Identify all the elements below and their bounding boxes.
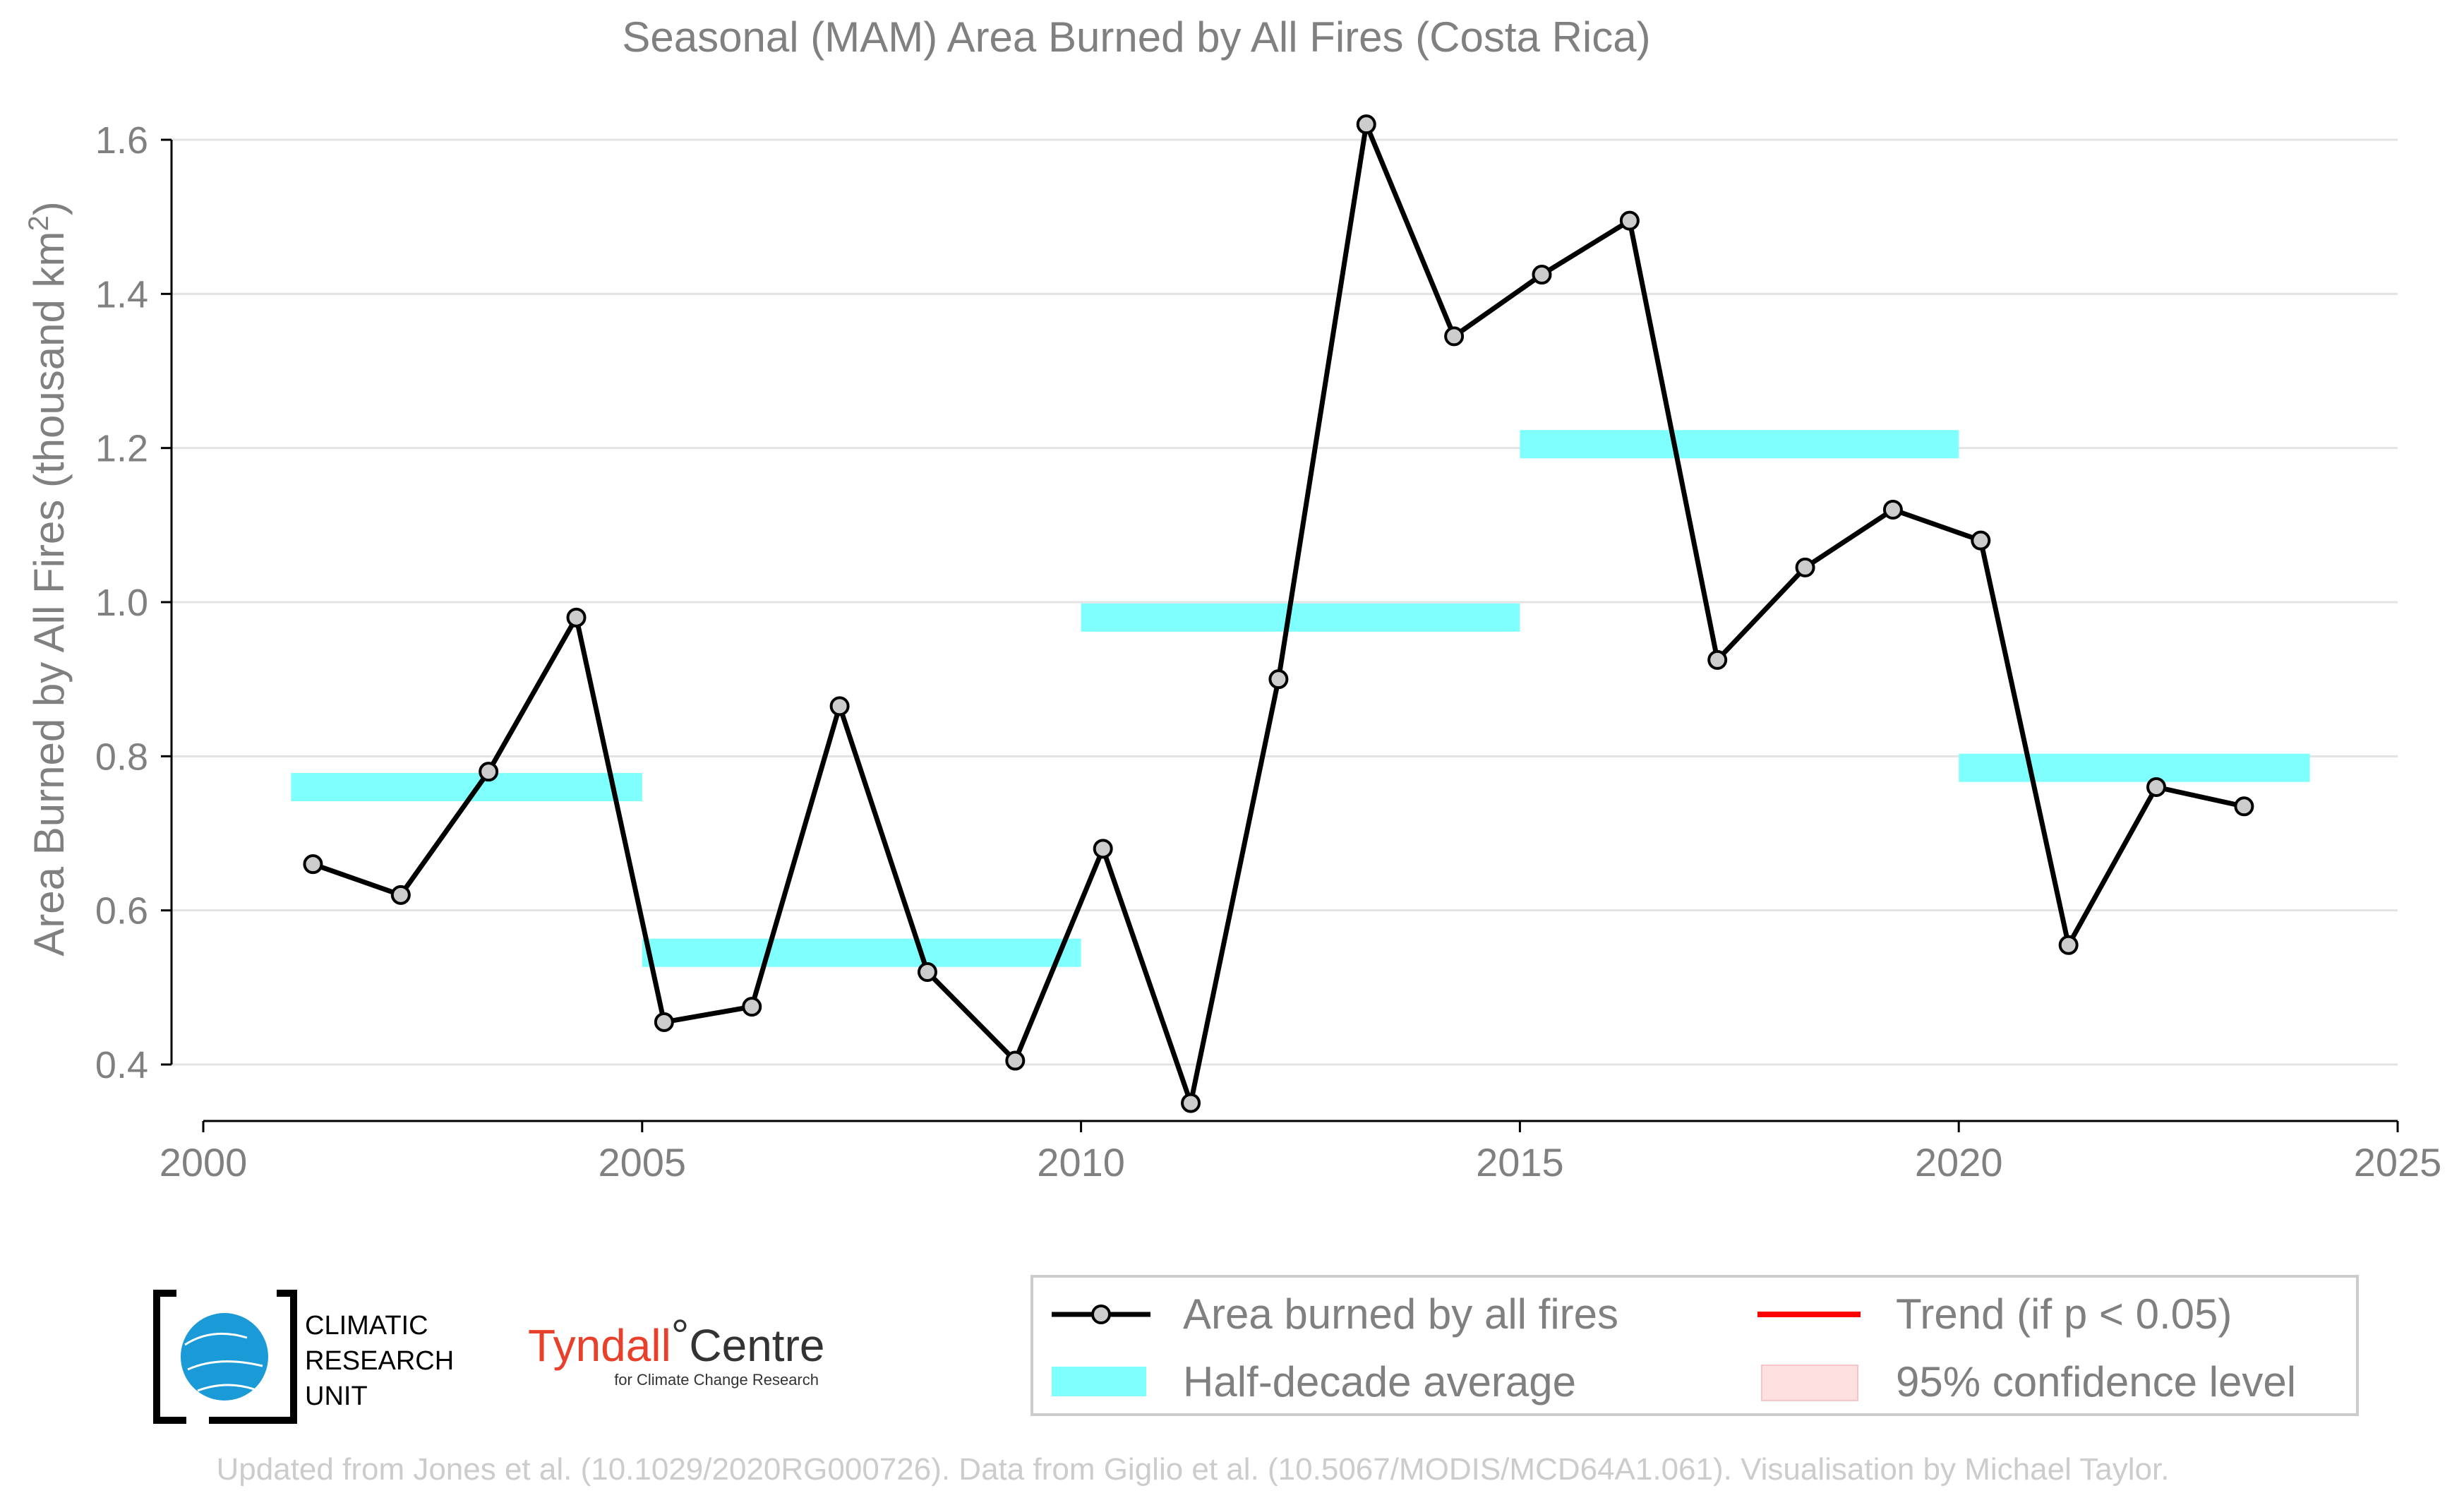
- tyndall-main: Tyndall: [528, 1320, 671, 1371]
- y-axis-label-main: Area Burned by All Fires (thousand km: [25, 232, 73, 957]
- gridlines: [172, 138, 2398, 1066]
- svg-text:Tyndall°Centre: Tyndall°Centre: [528, 1310, 824, 1371]
- y-axis: 0.4 0.6 0.8 1.0 1.2 1.4 1.6: [95, 119, 173, 1086]
- data-point: [2058, 935, 2079, 955]
- data-point: [917, 962, 937, 982]
- footer-credit: Updated from Jones et al. (10.1029/2020R…: [217, 1452, 2170, 1487]
- cru-line-3: UNIT: [305, 1381, 368, 1411]
- cru-bracket-left: [153, 1290, 186, 1424]
- half-decade-bar: [1081, 603, 1520, 632]
- data-point: [1268, 669, 1289, 690]
- half-decade-bar: [291, 773, 642, 801]
- half-decade-bar: [642, 938, 1081, 967]
- cru-line-2: RESEARCH: [305, 1346, 454, 1376]
- y-axis-label: Area Burned by All Fires (thousand km2): [23, 201, 73, 956]
- legend-label-confidence: 95% confidence level: [1896, 1358, 2296, 1405]
- cru-bracket-right: [209, 1290, 297, 1424]
- tyndall-centre: Centre: [689, 1320, 824, 1371]
- series-area-burned: [303, 114, 2254, 1113]
- legend-box: [1030, 1275, 2359, 1416]
- tyndall-degree: °: [671, 1310, 690, 1361]
- data-point: [742, 997, 762, 1017]
- legend-swatch-confidence: [1761, 1365, 1858, 1401]
- x-tick-label: 2020: [1915, 1140, 2003, 1185]
- data-point: [1093, 839, 1113, 859]
- cru-logo: CLIMATIC RESEARCH UNIT: [153, 1290, 454, 1424]
- y-tick-label: 0.4: [95, 1044, 148, 1086]
- y-tick-label: 1.0: [95, 582, 148, 624]
- y-tick-label: 1.4: [95, 273, 148, 316]
- data-point: [829, 696, 850, 716]
- data-point: [654, 1012, 674, 1032]
- data-point: [2234, 796, 2254, 817]
- x-tick-label: 2005: [599, 1140, 687, 1185]
- legend-swatch-half-decade: [1052, 1367, 1146, 1396]
- tyndall-logo: Tyndall°Centre for Climate Change Resear…: [528, 1310, 824, 1389]
- tyndall-sub: for Climate Change Research: [614, 1371, 819, 1389]
- globe-swirl: [184, 1332, 263, 1392]
- chart-title: Seasonal (MAM) Area Burned by All Fires …: [622, 13, 1650, 61]
- y-tick-label: 0.6: [95, 890, 148, 933]
- y-axis-label-close: ): [25, 201, 73, 215]
- y-tick-label: 1.2: [95, 428, 148, 470]
- legend-label-area-burned: Area burned by all fires: [1183, 1290, 1618, 1338]
- y-axis-label-sup: 2: [23, 215, 54, 231]
- x-tick-label: 2025: [2354, 1140, 2442, 1185]
- x-axis: 2000 2005 2010 2015 2020 2025: [160, 1120, 2442, 1185]
- data-point: [1532, 265, 1552, 285]
- legend-marker-area-burned: [1091, 1305, 1111, 1324]
- data-point: [479, 762, 499, 782]
- data-point: [2146, 777, 2167, 797]
- data-point: [1181, 1093, 1201, 1113]
- half-decade-bar: [1520, 430, 1959, 459]
- y-tick-label: 0.8: [95, 736, 148, 778]
- legend-label-trend: Trend (if p < 0.05): [1896, 1290, 2232, 1338]
- y-tick-label: 1.6: [95, 119, 148, 162]
- data-point: [1795, 557, 1815, 577]
- globe-icon: [181, 1313, 268, 1401]
- x-tick-label: 2015: [1476, 1140, 1564, 1185]
- legend-label-half-decade: Half-decade average: [1183, 1358, 1576, 1405]
- data-point: [390, 885, 411, 905]
- data-point: [566, 607, 587, 628]
- data-point: [1444, 326, 1465, 347]
- data-point: [1356, 114, 1376, 135]
- half-decade-bands: [291, 430, 2310, 967]
- half-decade-bar: [1959, 753, 2310, 782]
- cru-line-1: CLIMATIC: [305, 1311, 428, 1341]
- x-tick-label: 2000: [160, 1140, 248, 1185]
- x-tick-label: 2010: [1037, 1140, 1125, 1185]
- data-point: [1707, 649, 1728, 670]
- data-point: [1619, 210, 1640, 231]
- data-point: [1882, 500, 1903, 520]
- data-point: [303, 854, 323, 875]
- data-point: [1005, 1050, 1026, 1071]
- data-point: [1971, 530, 1991, 551]
- legend: Area burned by all fires Trend (if p < 0…: [1030, 1275, 2359, 1416]
